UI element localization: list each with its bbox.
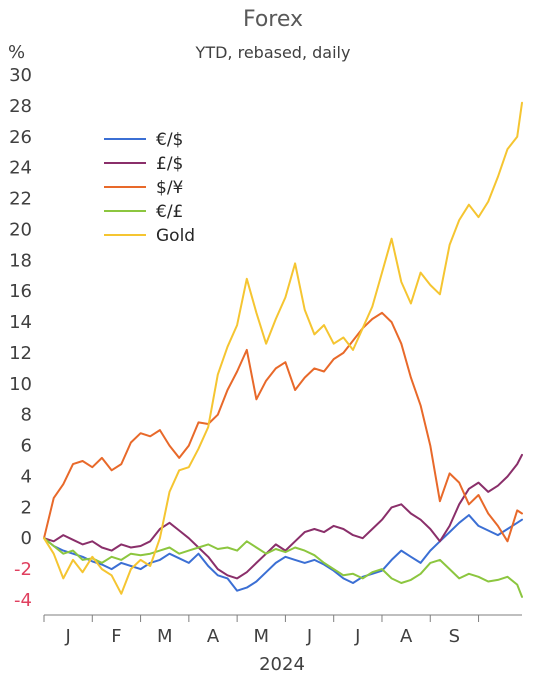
- x-tick-label: J: [64, 626, 70, 647]
- x-axis-label: 2024: [259, 654, 305, 675]
- series-line: [43, 453, 523, 580]
- y-tick-label: -4: [14, 590, 32, 611]
- y-tick-label: 6: [21, 436, 32, 457]
- series-line: [43, 101, 523, 595]
- chart-title: Forex: [243, 7, 303, 32]
- y-tick-label: -2: [14, 559, 32, 580]
- y-tick-label: 22: [9, 189, 32, 210]
- y-tick-label: 24: [9, 158, 32, 179]
- series-line: [43, 514, 523, 592]
- y-tick-label: 10: [9, 374, 32, 395]
- legend-label: $/¥: [156, 178, 184, 198]
- x-tick-label: J: [306, 626, 312, 647]
- series-line: [43, 311, 523, 543]
- legend-label: £/$: [156, 154, 183, 174]
- x-tick-label: M: [254, 626, 270, 647]
- x-tick-label: J: [354, 626, 360, 647]
- y-tick-label: 8: [21, 405, 32, 426]
- series-layer: [43, 101, 523, 598]
- legend: €/$ £/$ $/¥ €/£ Gold: [104, 130, 195, 246]
- y-tick-label: 18: [9, 250, 32, 271]
- chart-subtitle: YTD, rebased, daily: [195, 43, 351, 62]
- x-tick-label: A: [400, 626, 413, 647]
- y-tick-label: 16: [9, 281, 32, 302]
- legend-label: Gold: [156, 226, 195, 246]
- y-tick-label: 28: [9, 96, 32, 117]
- x-tick-label: A: [207, 626, 220, 647]
- y-unit-label: %: [8, 42, 25, 63]
- y-tick-label: 14: [9, 312, 32, 333]
- y-tick-label: 0: [21, 528, 32, 549]
- legend-label: €/£: [156, 202, 183, 222]
- series-line: [43, 537, 523, 598]
- y-tick-label: 26: [9, 127, 32, 148]
- y-tick-label: 30: [9, 65, 32, 86]
- x-tick-label: F: [111, 626, 121, 647]
- legend-label: €/$: [156, 130, 183, 150]
- y-tick-label: 4: [21, 466, 32, 487]
- y-tick-label: 2: [21, 497, 32, 518]
- x-tick-label: M: [157, 626, 173, 647]
- y-tick-label: 20: [9, 219, 32, 240]
- y-tick-label: 12: [9, 343, 32, 364]
- x-tick-label: S: [449, 626, 460, 647]
